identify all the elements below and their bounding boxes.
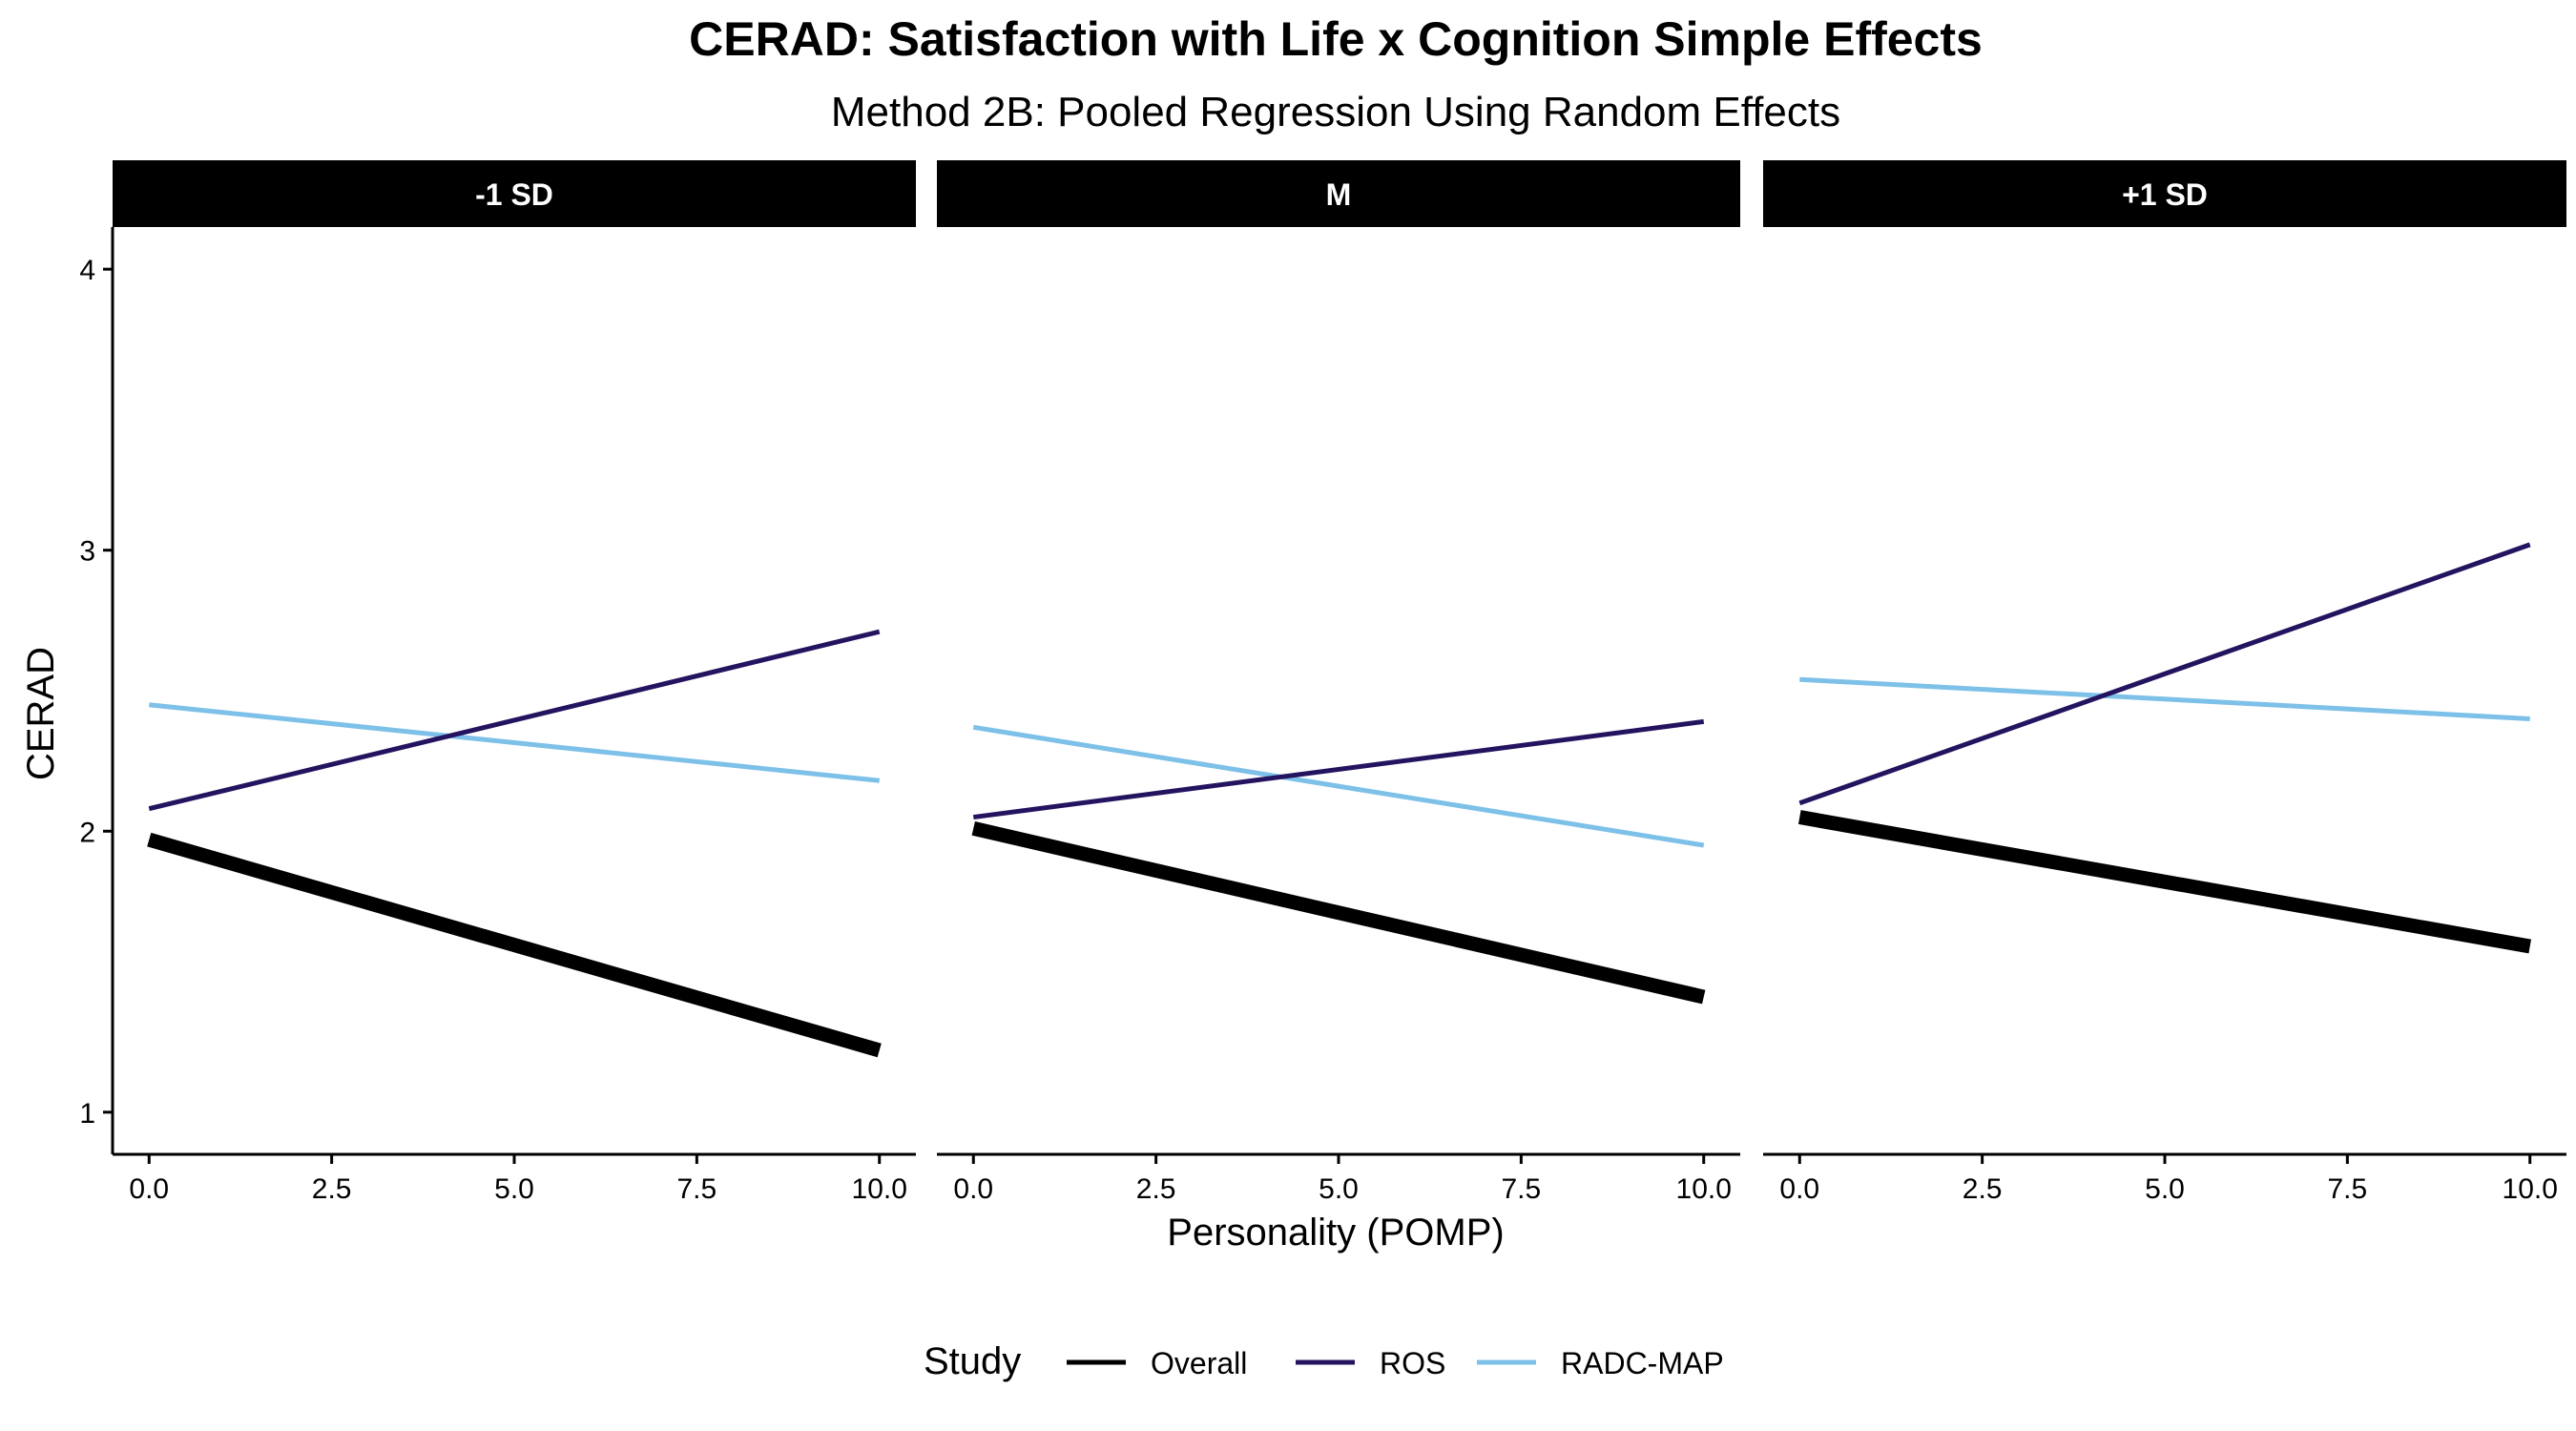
x-tick-label: 5.0 [1319,1173,1359,1205]
facet-strip-label: +1 SD [2122,177,2208,212]
x-tick-label: 2.5 [312,1173,352,1205]
series-line-overall [971,821,1706,1005]
facet-strip [937,160,1740,227]
facet-strip [113,160,916,227]
x-tick-label: 0.0 [1779,1173,1819,1205]
legend-label-radc-map: RADC-MAP [1561,1346,1724,1380]
facet-panel-1: -1 SD 0.0 2.5 5.0 7.5 10.0 [113,160,916,1205]
chart-title: CERAD: Satisfaction with Life x Cognitio… [689,12,1983,66]
x-tick-label: 7.5 [2328,1173,2368,1205]
y-axis-title: CERAD [20,647,62,780]
y-tick-label: 1 [79,1098,95,1130]
x-tick-label: 5.0 [494,1173,534,1205]
series-line-overall [147,832,882,1058]
legend-label-ros: ROS [1380,1346,1445,1380]
facet-strip [1763,160,2566,227]
x-tick-label: 2.5 [1963,1173,2003,1205]
facet-panel-3: +1 SD 0.0 2.5 5.0 7.5 10.0 [1763,160,2566,1205]
x-tick-label: 0.0 [953,1173,993,1205]
chart-subtitle: Method 2B: Pooled Regression Using Rando… [831,89,1840,135]
facet-strip-label: M [1326,177,1352,212]
series-line-radc-map [1799,676,2530,721]
x-tick-label: 7.5 [1502,1173,1542,1205]
series-line-ros [972,718,1705,820]
facet-panel-2: M 0.0 2.5 5.0 7.5 10.0 [937,160,1740,1205]
series-line-ros [1798,542,2531,806]
series-line-radc-map [972,724,1705,848]
x-tick-label: 0.0 [129,1173,169,1205]
facet-strip-label: -1 SD [475,177,553,212]
y-tick-label: 3 [79,536,95,568]
x-tick-label: 7.5 [677,1173,717,1205]
y-tick-label: 4 [79,255,95,286]
series-line-overall [1797,810,2532,954]
x-tick-label: 2.5 [1136,1173,1176,1205]
legend-label-overall: Overall [1151,1346,1247,1380]
series-line-ros [148,629,881,812]
facet-panels: 1 2 3 4 -1 SD 0.0 2.5 5.0 7.5 10.0 M 0.0 2.5 5.0 7.5 10… [79,160,2566,1205]
x-tick-label: 10.0 [1676,1173,1732,1205]
y-tick-label: 2 [79,817,95,848]
x-tick-label: 5.0 [2145,1173,2185,1205]
legend-title: Study [924,1340,1021,1382]
legend: Study Overall ROS RADC-MAP [924,1340,1724,1382]
x-tick-label: 10.0 [2503,1173,2558,1205]
x-tick-label: 10.0 [852,1173,907,1205]
x-axis-title: Personality (POMP) [1167,1212,1504,1254]
series-line-radc-map [149,702,880,783]
